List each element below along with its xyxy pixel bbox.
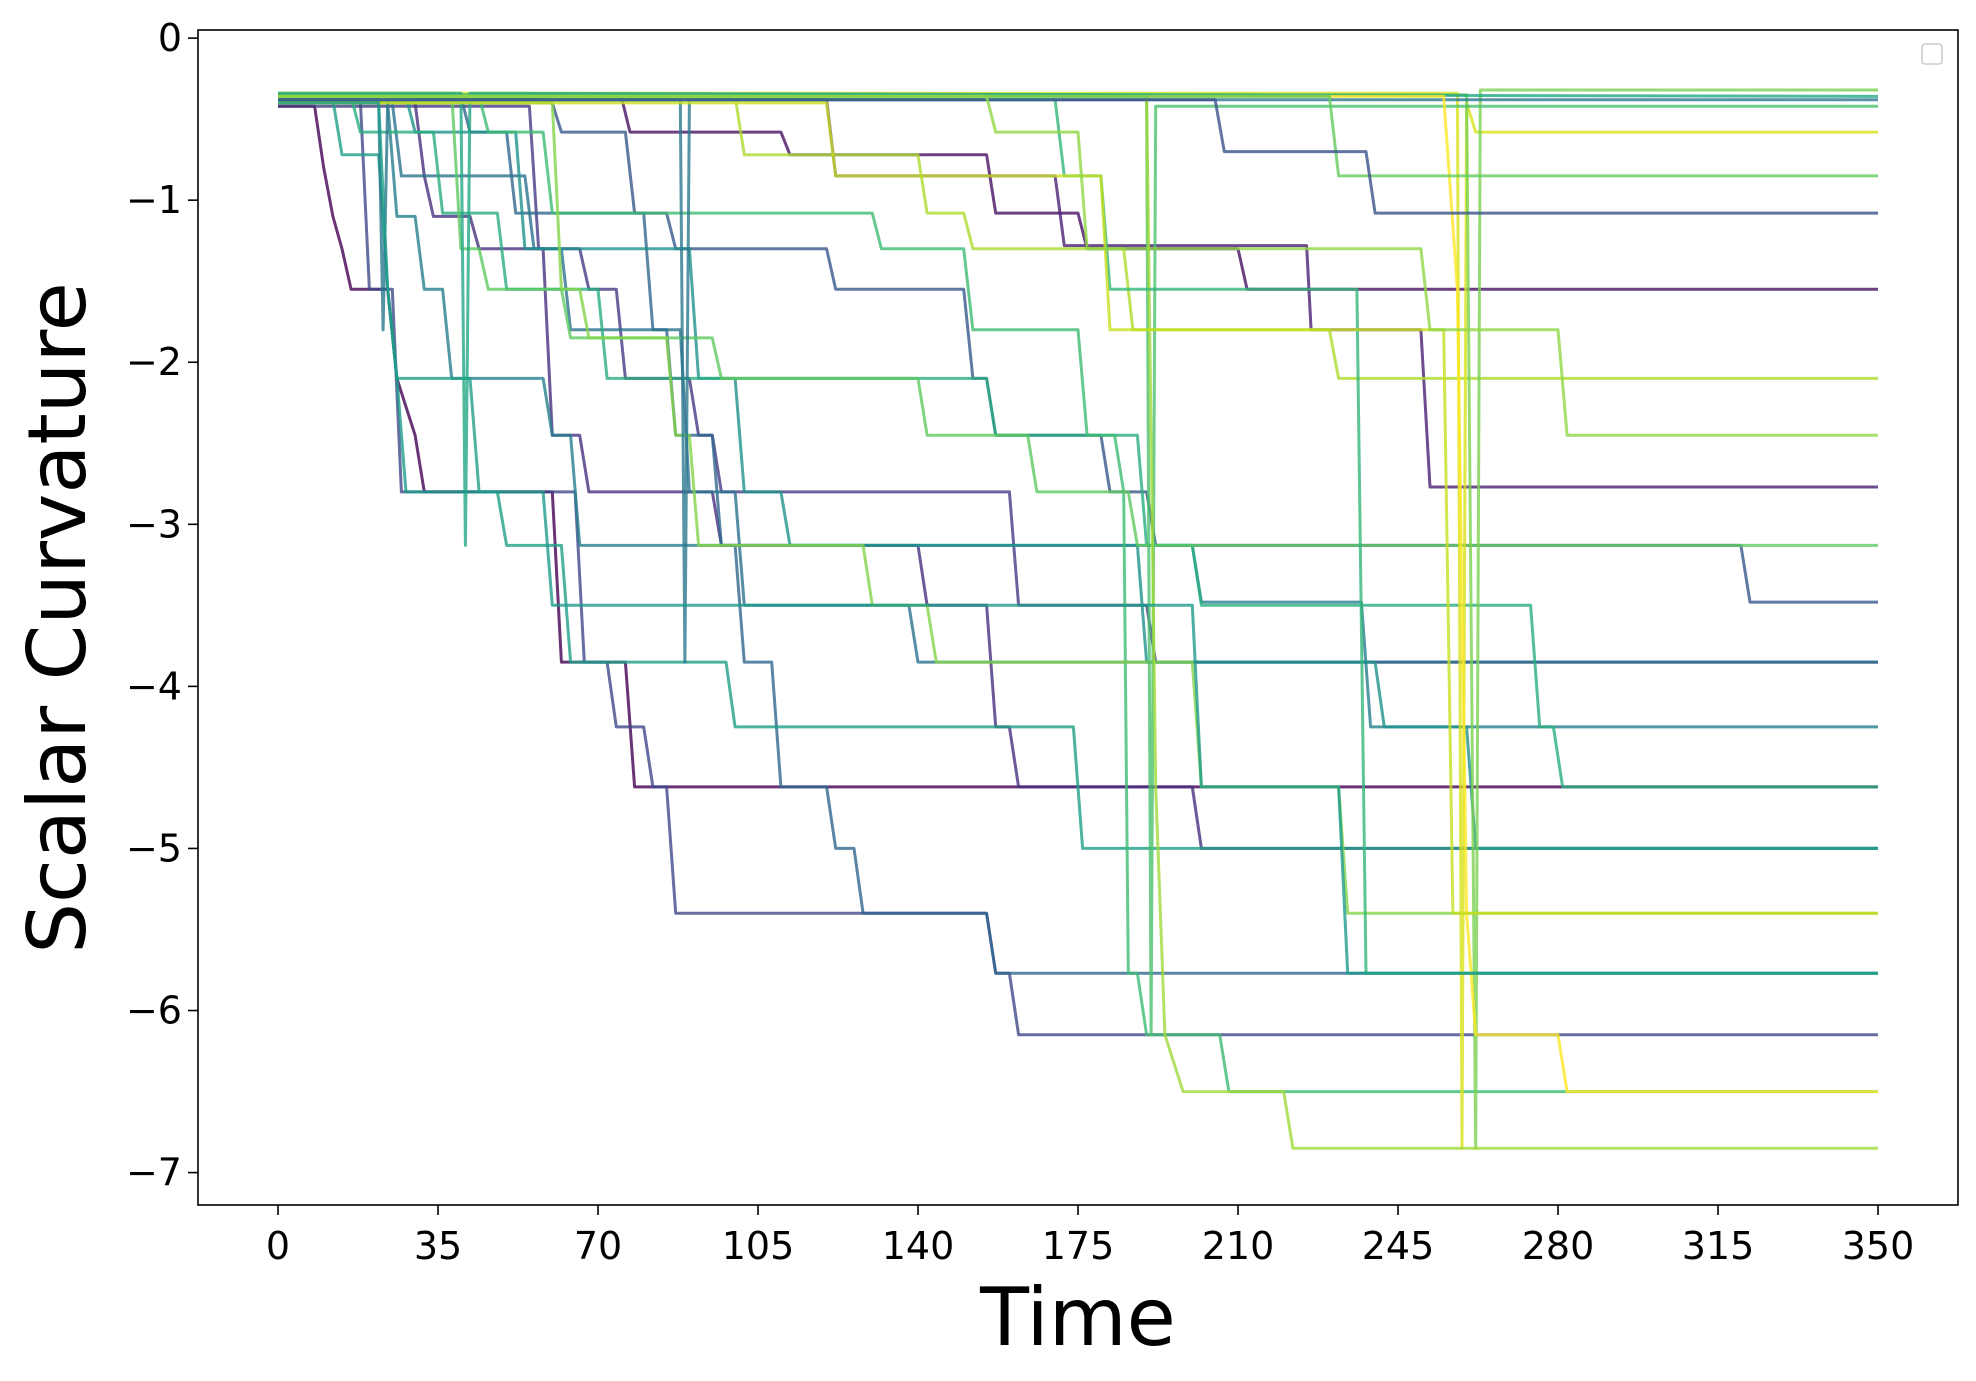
x-tick-label: 35 [414,1224,462,1268]
y-axis: 0 −1 −2 −3 −4 −5 −6 −7 [126,16,198,1195]
x-tick-label: 315 [1682,1224,1755,1268]
y-tick-label: −4 [126,664,182,708]
x-tick-label: 70 [574,1224,622,1268]
series-layer [277,88,1879,1150]
x-tick-label: 140 [882,1224,955,1268]
series-line [278,91,1878,1150]
y-tick-label: −5 [126,826,182,870]
x-tick-label: 350 [1842,1224,1915,1268]
series-line [278,98,1878,215]
y-tick-label: −6 [126,989,182,1033]
series-line [277,93,1878,291]
series-line [278,101,1878,975]
series-line [278,94,1878,380]
y-tick-label: −1 [126,178,182,222]
x-tick-label: 105 [722,1224,795,1268]
x-tick-label: 280 [1522,1224,1595,1268]
series-line [278,101,1878,915]
series-line [278,94,1878,1094]
legend-box [1921,43,1943,65]
x-tick-label: 0 [266,1224,290,1268]
x-axis-title: Time [979,1271,1176,1364]
y-tick-label: 0 [158,16,182,60]
x-tick-label: 175 [1042,1224,1115,1268]
series-line [278,91,1879,547]
x-tick-label: 245 [1362,1224,1435,1268]
series-line [278,101,1878,729]
series-line [278,94,1878,789]
y-tick-label: −7 [126,1151,182,1195]
series-line [278,91,1878,547]
series-line [278,94,1878,1150]
x-tick-label: 210 [1202,1224,1275,1268]
y-tick-label: −3 [126,502,182,546]
y-tick-label: −2 [126,340,182,384]
y-axis-title: Scalar Curvature [11,282,104,954]
series-line [278,94,1878,437]
x-axis: 0 35 70 105 140 175 210 245 280 315 350 [266,1205,1914,1268]
